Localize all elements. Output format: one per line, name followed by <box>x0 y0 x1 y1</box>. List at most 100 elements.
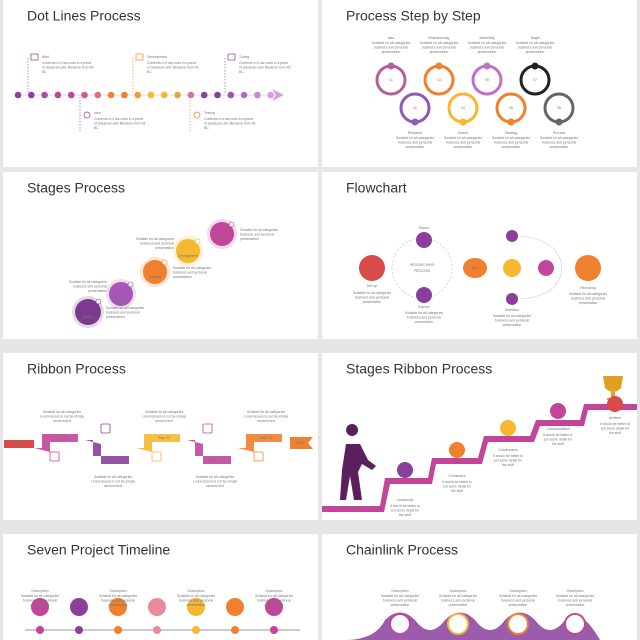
description: of classical Latin literature from 45 <box>239 65 291 69</box>
description: BC <box>147 70 152 74</box>
node <box>416 287 432 303</box>
label: Research <box>408 131 423 135</box>
slide-title: Stages Ribbon Process <box>346 361 492 377</box>
stage-circle <box>176 239 200 263</box>
label: Start <box>15 442 22 446</box>
label: Strategy <box>505 131 518 135</box>
description: business and personal <box>355 295 389 299</box>
step-node <box>387 62 395 70</box>
stage-circle <box>109 282 133 306</box>
description: of classical Latin literature from 45 <box>204 121 256 125</box>
description: Suitable for all categories <box>468 41 506 45</box>
description: business and personal <box>240 232 274 236</box>
description: Suitable for all categories <box>21 594 59 598</box>
stage-circle <box>607 396 623 412</box>
stage-circle <box>397 462 413 478</box>
label: Communication <box>546 427 570 431</box>
node <box>506 293 518 305</box>
description: BC <box>42 70 47 74</box>
label: Search <box>419 226 430 230</box>
description: business and personal <box>140 241 174 245</box>
label: Step 01 <box>56 436 68 440</box>
milestone <box>109 598 127 616</box>
dot <box>174 91 181 99</box>
description: BC <box>204 126 209 130</box>
icon <box>83 111 91 119</box>
label: Development <box>178 254 198 258</box>
dot <box>54 91 62 99</box>
description: Lorem Ipsum is not be simply <box>91 479 135 483</box>
label: 05 <box>485 78 489 82</box>
ribbon <box>187 440 231 464</box>
description: Suitable for all categories <box>381 594 419 598</box>
label: Explore <box>418 305 430 309</box>
dot <box>200 91 208 99</box>
ribbon <box>290 437 313 449</box>
description: Contents ro it las roots in a piece <box>42 61 91 65</box>
description: Contents ro it las roots in a piece <box>239 61 288 65</box>
description: random text <box>104 484 122 488</box>
description: Suitable for all categories <box>499 594 537 598</box>
description: Suitable for all categories <box>353 291 391 295</box>
description: business and personal <box>173 270 207 274</box>
step-node <box>507 118 515 126</box>
node <box>503 259 521 277</box>
dot <box>41 91 48 99</box>
description: business and personal <box>501 598 535 602</box>
stage-circle <box>500 420 516 436</box>
label: Meeting <box>82 315 94 319</box>
description: presentation <box>173 275 192 279</box>
label: 08 <box>557 106 561 110</box>
description: presentation <box>382 50 401 54</box>
step-node <box>411 118 419 126</box>
description: put some detail for <box>601 426 630 430</box>
label: Search <box>458 131 469 135</box>
label: Description <box>392 589 409 593</box>
ribbon <box>85 440 129 464</box>
description: Suitable for all categories <box>94 475 132 479</box>
description: It would be better to <box>543 433 573 437</box>
icon <box>135 53 144 61</box>
slide <box>3 172 318 339</box>
description: put some detail for <box>494 458 523 462</box>
milestone <box>226 598 244 616</box>
label: Marketing <box>480 36 495 40</box>
description: presentation <box>265 603 284 607</box>
dot <box>107 91 115 99</box>
description: It would be better to <box>442 480 472 484</box>
description: business and personal <box>422 45 456 49</box>
step-node <box>435 62 443 70</box>
description: presentation <box>478 50 497 54</box>
dot <box>95 298 102 305</box>
stage-circle <box>75 299 101 325</box>
description: business and personal <box>441 598 475 602</box>
label: PROCESS <box>414 269 431 273</box>
label: Description <box>110 589 127 593</box>
label: Description <box>450 589 467 593</box>
description: put some detail for <box>443 484 472 488</box>
stage-circle <box>210 222 234 246</box>
label: Target <box>530 36 539 40</box>
label: Achieve <box>609 416 621 420</box>
label: Step 03 <box>158 436 170 440</box>
description: business and personal <box>518 45 552 49</box>
description: Suitable for all categories <box>173 266 211 270</box>
description: Suitable for all categories <box>556 594 594 598</box>
link-circle <box>447 613 469 635</box>
description: business and personal <box>374 45 408 49</box>
dot <box>227 91 235 99</box>
dot <box>267 91 275 99</box>
description: presentation <box>579 301 598 305</box>
icon <box>193 111 201 119</box>
label: Process <box>149 275 162 279</box>
ribbon <box>136 434 180 452</box>
label: 04 <box>461 106 465 110</box>
milestone <box>265 598 283 616</box>
label: Description <box>510 589 527 593</box>
figure <box>340 424 376 500</box>
dot <box>228 221 235 228</box>
dot <box>127 281 134 288</box>
label: 06 <box>509 106 513 110</box>
label: 07 <box>533 78 537 82</box>
